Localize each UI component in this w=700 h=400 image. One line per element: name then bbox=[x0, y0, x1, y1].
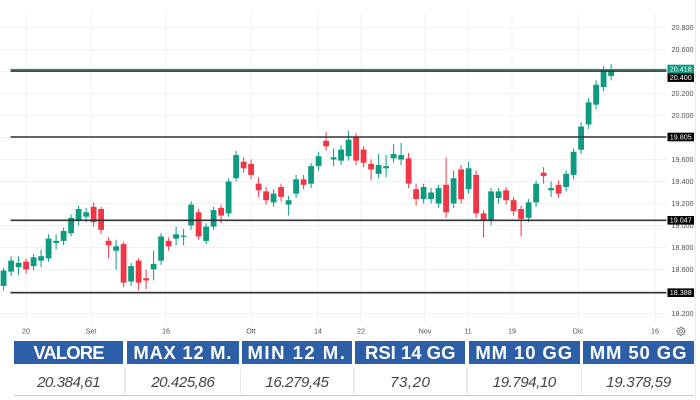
svg-text:Set: Set bbox=[86, 327, 97, 336]
svg-text:20.418: 20.418 bbox=[670, 64, 692, 73]
svg-text:19: 19 bbox=[508, 327, 516, 336]
svg-text:20.400: 20.400 bbox=[670, 73, 692, 82]
svg-text:20.800: 20.800 bbox=[672, 23, 694, 32]
svg-text:19.600: 19.600 bbox=[672, 155, 694, 164]
svg-text:16: 16 bbox=[162, 327, 170, 336]
svg-text:Ott: Ott bbox=[246, 327, 256, 336]
svg-text:14: 14 bbox=[314, 327, 322, 336]
svg-text:18.388: 18.388 bbox=[670, 288, 692, 297]
svg-text:20.000: 20.000 bbox=[672, 111, 694, 120]
svg-text:18.800: 18.800 bbox=[672, 243, 694, 252]
svg-text:22: 22 bbox=[357, 327, 365, 336]
svg-text:19.200: 19.200 bbox=[672, 199, 694, 208]
svg-text:Dic: Dic bbox=[573, 327, 584, 336]
svg-text:19.047: 19.047 bbox=[670, 216, 692, 225]
svg-text:16: 16 bbox=[651, 327, 659, 336]
svg-text:18.600: 18.600 bbox=[672, 265, 694, 274]
svg-text:18.200: 18.200 bbox=[672, 309, 694, 318]
svg-text:20.600: 20.600 bbox=[672, 45, 694, 54]
svg-text:19.400: 19.400 bbox=[672, 177, 694, 186]
svg-text:20.200: 20.200 bbox=[672, 89, 694, 98]
svg-text:20: 20 bbox=[22, 327, 30, 336]
svg-text:Nov: Nov bbox=[419, 327, 432, 336]
svg-text:11: 11 bbox=[464, 327, 471, 336]
svg-text:19.000: 19.000 bbox=[672, 221, 694, 230]
svg-text:19.805: 19.805 bbox=[670, 132, 692, 141]
